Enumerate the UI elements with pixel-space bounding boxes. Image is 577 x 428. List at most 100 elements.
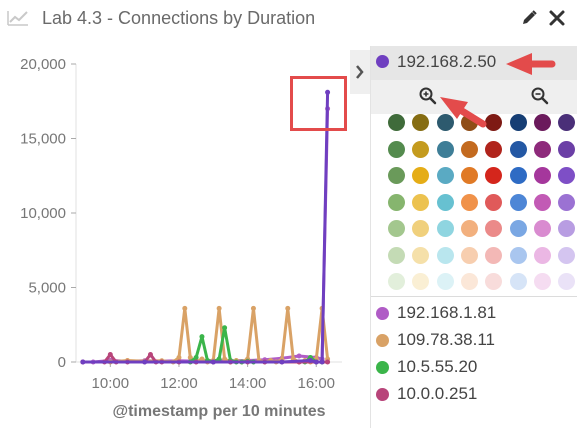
data-point	[176, 355, 182, 361]
data-point	[80, 359, 86, 365]
legend-color-dot	[376, 388, 389, 401]
series-line	[82, 92, 330, 364]
color-swatch[interactable]	[509, 193, 527, 211]
color-swatch[interactable]	[460, 167, 478, 184]
data-point	[222, 325, 228, 331]
color-swatch[interactable]	[436, 273, 454, 290]
color-swatch[interactable]	[509, 167, 527, 184]
legend-entry-label: 109.78.38.11	[397, 330, 495, 349]
color-swatch[interactable]	[388, 246, 405, 264]
color-swatch[interactable]	[509, 220, 527, 237]
color-swatch[interactable]	[412, 273, 430, 290]
color-swatch[interactable]	[460, 114, 478, 131]
data-point	[147, 352, 153, 358]
color-swatch[interactable]	[509, 114, 527, 131]
color-swatch[interactable]	[533, 246, 551, 264]
color-swatch[interactable]	[436, 220, 454, 237]
color-swatch[interactable]	[412, 114, 430, 131]
legend-entry-label: 10.5.55.20	[397, 357, 478, 376]
color-swatch[interactable]	[388, 273, 405, 290]
data-point	[142, 359, 148, 365]
color-swatch[interactable]	[412, 193, 430, 211]
legend-color-dot	[376, 361, 389, 374]
data-point	[199, 356, 205, 362]
color-swatch[interactable]	[436, 114, 454, 131]
color-swatch[interactable]	[388, 220, 405, 237]
color-swatch[interactable]	[436, 140, 454, 158]
color-swatch[interactable]	[436, 193, 454, 211]
zoom-out-icon[interactable]	[530, 86, 550, 106]
color-swatch[interactable]	[533, 220, 551, 237]
color-swatch[interactable]	[460, 140, 478, 158]
data-point	[285, 305, 291, 311]
chevron-right-icon	[356, 65, 364, 79]
color-swatch[interactable]	[558, 167, 576, 184]
color-swatch[interactable]	[558, 246, 576, 264]
color-swatch[interactable]	[558, 193, 576, 211]
selected-series-color-dot	[376, 55, 389, 68]
panel-title: Lab 4.3 - Connections by Duration	[42, 8, 316, 28]
legend-entry[interactable]: 109.78.38.11	[371, 329, 577, 353]
color-swatch[interactable]	[485, 193, 503, 211]
legend-entry[interactable]: 10.5.55.20	[371, 356, 577, 380]
color-swatch[interactable]	[533, 273, 551, 290]
color-swatch[interactable]	[485, 246, 503, 264]
color-swatch[interactable]	[412, 167, 430, 184]
line-chart: 0 5,000 10,000 15,000 20,000 10:00 12:00 14:00 1…	[0, 40, 350, 428]
data-point	[313, 359, 319, 365]
color-swatch[interactable]	[412, 140, 430, 158]
y-tick-label: 10,000	[20, 205, 66, 222]
color-swatch[interactable]	[388, 114, 405, 131]
color-swatch[interactable]	[388, 193, 405, 211]
color-swatch[interactable]	[412, 246, 430, 264]
color-swatch[interactable]	[460, 193, 478, 211]
y-tick-label: 5,000	[28, 280, 66, 297]
data-point	[319, 359, 325, 365]
data-point	[325, 359, 331, 365]
color-swatch[interactable]	[485, 167, 503, 184]
panel-header: Lab 4.3 - Connections by Duration	[0, 0, 577, 38]
line-chart-icon	[7, 11, 28, 26]
data-point	[182, 305, 188, 311]
color-swatch[interactable]	[558, 114, 576, 131]
color-swatch[interactable]	[485, 140, 503, 158]
color-swatch[interactable]	[436, 246, 454, 264]
color-swatch[interactable]	[533, 114, 551, 131]
color-swatch[interactable]	[509, 140, 527, 158]
zoom-in-icon[interactable]	[418, 86, 438, 106]
data-point	[325, 89, 331, 95]
color-swatch[interactable]	[388, 140, 405, 158]
color-swatch[interactable]	[509, 246, 527, 264]
legend-entry[interactable]: 192.168.1.81	[371, 302, 577, 326]
legend-entry[interactable]: 10.0.0.251	[371, 383, 577, 407]
data-point	[216, 305, 222, 311]
color-swatch[interactable]	[436, 167, 454, 184]
color-swatch[interactable]	[533, 140, 551, 158]
color-swatch[interactable]	[388, 167, 405, 184]
color-swatch[interactable]	[460, 246, 478, 264]
pencil-icon[interactable]	[520, 9, 538, 27]
color-swatch[interactable]	[558, 140, 576, 158]
x-tick-label: 14:00	[229, 375, 267, 392]
data-point	[210, 359, 216, 365]
legend-panel: 192.168.2.50 192.168.1.81 109.78.38.11 10.…	[370, 46, 577, 428]
data-point	[216, 356, 222, 362]
selected-series-label: 192.168.2.50	[397, 52, 497, 71]
color-swatch[interactable]	[412, 220, 430, 237]
close-icon[interactable]	[548, 9, 566, 27]
color-swatch[interactable]	[485, 273, 503, 290]
legend-collapse-toggle[interactable]	[350, 50, 370, 94]
x-tick-label: 12:00	[160, 375, 198, 392]
color-swatch[interactable]	[460, 220, 478, 237]
color-swatch[interactable]	[509, 273, 527, 290]
color-swatch[interactable]	[558, 273, 576, 290]
color-swatch[interactable]	[485, 220, 503, 237]
legend-selected-item[interactable]: 192.168.2.50	[371, 46, 577, 80]
color-swatch[interactable]	[558, 220, 576, 237]
color-swatch[interactable]	[460, 273, 478, 290]
color-swatch[interactable]	[485, 114, 503, 131]
color-swatch[interactable]	[533, 193, 551, 211]
data-point	[250, 305, 256, 311]
color-swatch[interactable]	[533, 167, 551, 184]
y-tick-label: 15,000	[20, 131, 66, 148]
